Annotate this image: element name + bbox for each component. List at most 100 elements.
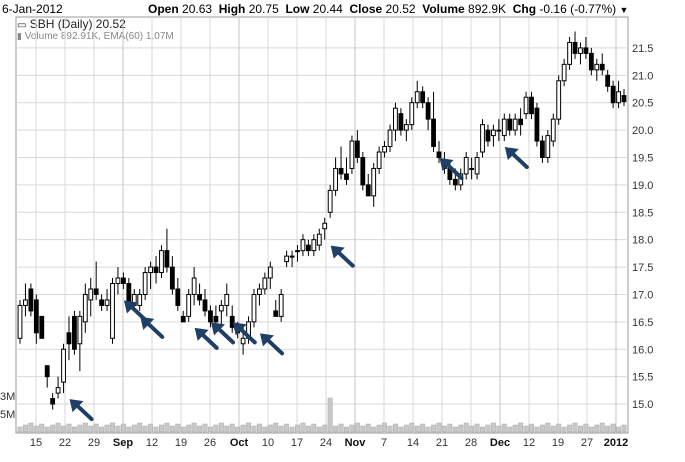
volume-bar [512,424,518,433]
volume-bar [131,424,137,433]
candle-body [88,288,94,301]
volume-bar [588,426,594,433]
candle-body [257,288,262,295]
volume-bar [371,426,377,433]
volume-bar [463,422,469,433]
y-axis: 15.0 15.5 16.0 16.5 17.0 17.5 18.0 18.5 19.0 19.5… [632,43,653,411]
candle-body [39,315,45,339]
volume-bar [153,426,159,433]
chart-date: 6-Jan-2012 [2,2,63,16]
candle-body [512,118,518,131]
candle-body [115,277,121,285]
candle-body [44,365,50,378]
volume-bar [490,422,496,433]
volume-bar [327,397,333,433]
volume-bar [311,423,317,433]
x-tick-label: 28 [465,437,477,449]
volume-bar [616,426,622,433]
y-tick-label: 17.5 [632,262,653,274]
candle-body [191,277,197,295]
volume-bar [191,422,197,433]
volume-bar [458,424,464,433]
candle-body [120,277,126,285]
volume-bar [436,422,442,433]
y-tick-label: 20.0 [632,125,653,137]
volume-bar [425,426,431,433]
candle-body [338,167,344,175]
candles [17,31,627,410]
high-label: High [218,2,246,16]
volume-bar [354,422,360,433]
plot-frame [15,16,629,434]
arrow-head [211,322,226,336]
x-tick-label: 27 [581,437,593,449]
volume-bar [322,424,328,433]
candle-body [583,47,589,54]
candle-body [33,299,39,334]
x-tick-label: 19 [552,437,564,449]
candle-body [93,288,99,295]
y-tick-label: 15.5 [632,372,653,384]
volume-legend-text: Volume 892.91K, EMA(60) 1.07M [24,31,174,42]
candle-body [99,299,105,306]
candle-body [28,288,34,312]
candle-body [431,118,436,148]
volume-bar [142,425,148,433]
volume-bar [572,422,578,433]
y-tick-label: 19.5 [632,152,653,164]
candle-body [300,239,306,252]
candle-body [360,156,366,186]
arrow-shaft [144,319,165,339]
volume-label: Volume [422,2,465,16]
volume-bar [501,423,507,433]
price-legend: ▭ SBH (Daily) 20.52 [17,17,126,31]
candle-body [137,293,143,306]
candle-body [50,398,56,405]
x-tick-label: Oct [230,437,249,449]
candle-body [186,293,192,317]
y-tick-label: 17.0 [632,289,653,301]
volume-bar [414,425,420,433]
candle-body [507,118,513,131]
volume-bar [50,424,56,433]
volume-bar [82,422,88,433]
candle-body [529,96,534,115]
volume-bar [420,423,426,433]
price-legend-text: SBH (Daily) 20.52 [29,17,126,31]
candle-body [153,266,159,274]
dropdown-triangle-icon[interactable]: ▼ [619,5,629,15]
volume-bar [164,422,170,433]
volume-bar [44,426,50,433]
volume-bar [99,426,105,433]
volume-bar [447,423,453,433]
volume-bar [507,426,513,433]
volume-bar [197,425,203,433]
volume-bar [605,425,611,433]
volume-bar [207,426,213,433]
arrow-shaft [443,161,464,181]
candle-body [77,315,83,345]
volume-bar [349,424,355,433]
candle-body [578,47,583,54]
volume-bar [333,425,339,433]
volume-bar [539,424,545,433]
volume-bar [235,426,241,433]
volume-bar [104,424,110,433]
volume-bar [77,424,83,433]
arrow-shaft [73,402,94,422]
left-axis-label-upper: 3M [0,391,15,403]
volume-bar [398,426,404,433]
y-tick-label: 15.0 [632,399,653,411]
volume-bar [186,424,192,433]
candle-body [371,167,377,197]
candle-body [414,91,420,104]
candle-body [501,118,507,137]
volume-bar [403,424,409,433]
volume-bar [545,422,551,433]
y-tick-label: 21.5 [632,43,653,55]
volume-bar [480,426,485,433]
volume-bar [556,423,562,433]
candle-body [594,63,600,71]
volume-bar [213,424,219,433]
candle-body [110,283,115,339]
